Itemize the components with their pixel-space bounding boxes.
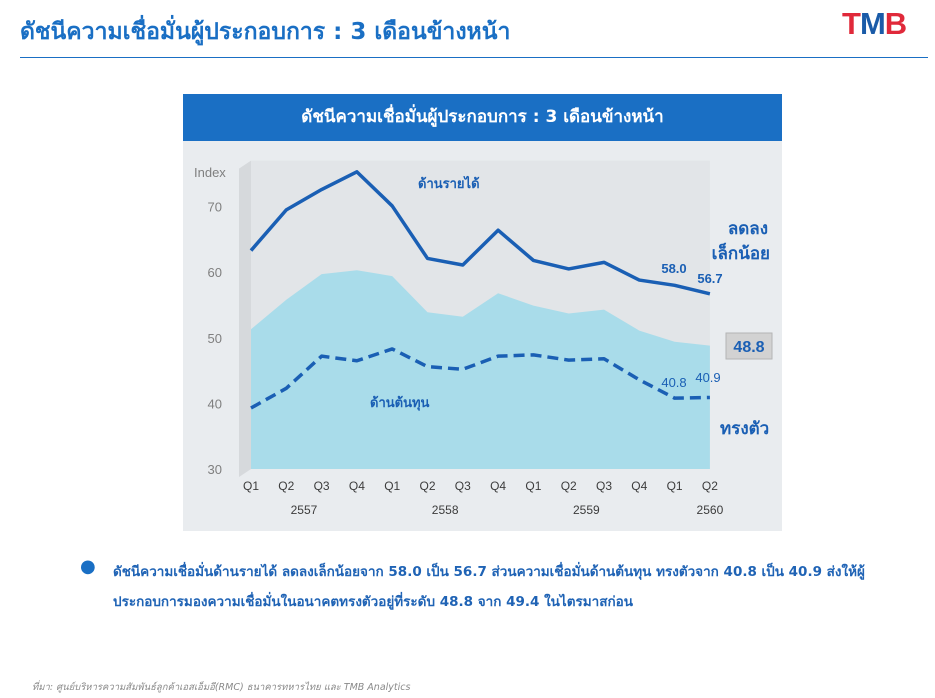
- x-tick-label: Q2: [561, 479, 577, 493]
- y-axis-label: Index: [194, 165, 226, 180]
- bullet-icon: ●: [80, 556, 96, 577]
- x-tick-label: Q2: [419, 479, 435, 493]
- x-tick-label: Q2: [278, 479, 294, 493]
- x-tick-label: Q4: [490, 479, 506, 493]
- area-series: [251, 270, 710, 469]
- x-tick-label: Q1: [525, 479, 541, 493]
- area-callout-box: [725, 332, 773, 360]
- revenue-trend-label: เล็กน้อย: [712, 241, 770, 264]
- x-tick-label: Q4: [631, 479, 647, 493]
- year-label: 2560: [697, 503, 724, 517]
- summary-text: ดัชนีความเชื่อมั่นด้านรายได้ ลดลงเล็กน้อ…: [113, 564, 865, 610]
- tmb-logo: TMB: [842, 6, 907, 42]
- revenue-last-value: 56.7: [697, 271, 722, 286]
- plot-side-wall: [239, 160, 251, 477]
- revenue-trend-label: ลดลง: [728, 219, 768, 239]
- x-tick-label: Q1: [384, 479, 400, 493]
- y-tick-label: 40: [208, 396, 222, 411]
- x-tick-label: Q4: [349, 479, 365, 493]
- x-tick-label: Q3: [596, 479, 612, 493]
- year-label: 2559: [573, 503, 600, 517]
- logo-letter-m: M: [859, 6, 886, 41]
- title-divider: [20, 57, 928, 58]
- revenue-prev-value: 58.0: [661, 261, 686, 276]
- chart-title: ดัชนีความเชื่อมั่นผู้ประกอบการ : 3 เดือน…: [183, 94, 782, 141]
- revenue-series-label: ด้านรายได้: [418, 175, 480, 192]
- y-tick-label: 30: [208, 462, 222, 477]
- cost-last-value: 40.9: [695, 370, 720, 385]
- x-tick-label: Q1: [243, 479, 259, 493]
- y-tick-label: 70: [208, 200, 222, 215]
- page-title: ดัชนีความเชื่อมั่นผู้ประกอบการ : 3 เดือน…: [20, 19, 511, 45]
- source-note: ที่มา: ศูนย์บริหารความสัมพันธ์ลูกค้าเอสเ…: [32, 682, 411, 693]
- cost-trend-label: ทรงตัว: [720, 419, 769, 439]
- logo-letter-t: T: [842, 6, 861, 41]
- x-tick-label: Q2: [702, 479, 718, 493]
- year-label: 2557: [291, 503, 318, 517]
- x-tick-label: Q1: [667, 479, 683, 493]
- x-tick-label: Q3: [455, 479, 471, 493]
- logo-letter-b: B: [884, 6, 907, 41]
- x-tick-label: Q3: [314, 479, 330, 493]
- y-tick-label: 50: [208, 331, 222, 346]
- area-last-value: 48.8: [733, 339, 764, 356]
- cost-series-label: ด้านต้นทุน: [370, 395, 430, 411]
- y-tick-label: 60: [208, 265, 222, 280]
- cost-prev-value: 40.8: [661, 375, 686, 390]
- cost-line: [250, 347, 710, 410]
- revenue-line: [249, 170, 711, 296]
- year-label: 2558: [432, 503, 459, 517]
